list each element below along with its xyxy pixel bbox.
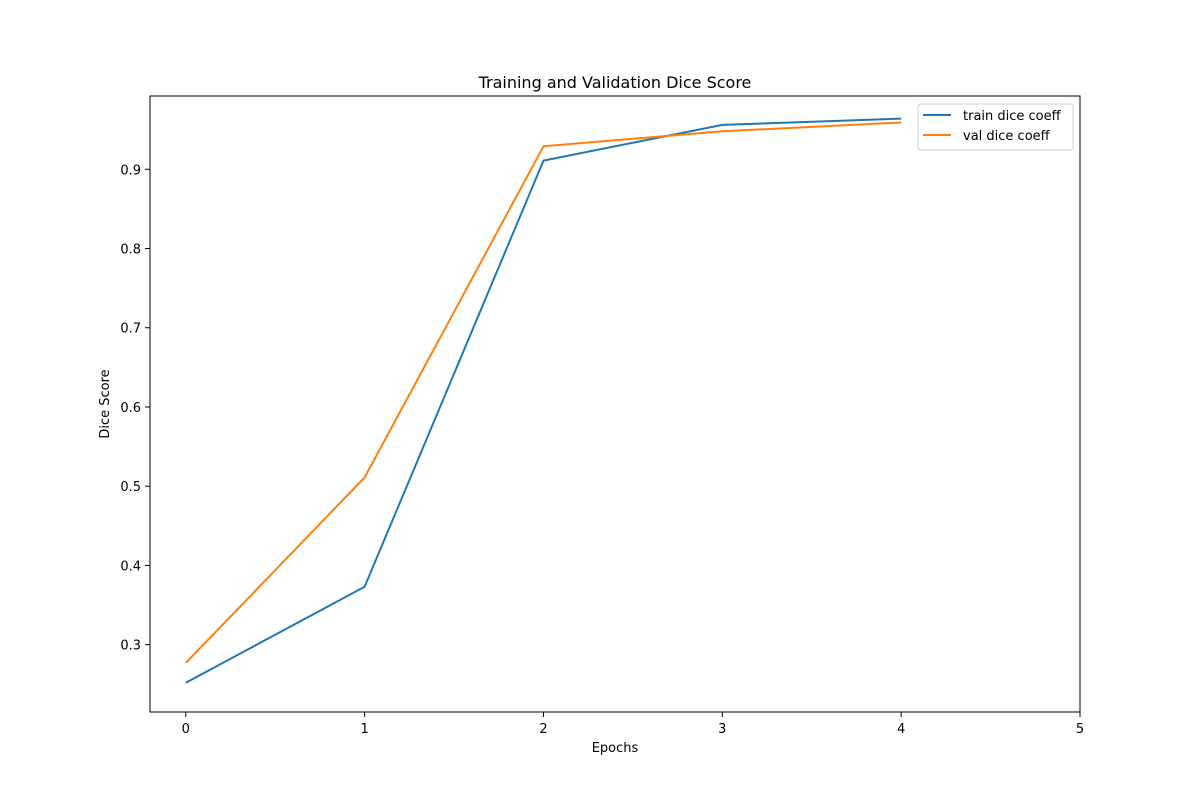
y-axis-label: Dice Score: [98, 369, 113, 438]
legend: train dice coeff val dice coeff: [917, 103, 1074, 151]
plot-area: [150, 96, 1080, 712]
plot-frame: [149, 95, 1081, 713]
x-axis-ticks: 0 1 2 3 4 5: [182, 712, 1084, 737]
y-tick-label: 0.3: [120, 639, 141, 654]
series-lines: [185, 117, 902, 684]
y-tick-label: 0.4: [120, 559, 141, 574]
y-tick-label: 0.6: [120, 401, 141, 416]
legend-label-train-dice-coeff: train dice coeff: [963, 109, 1062, 124]
x-tick-label: 4: [897, 722, 905, 737]
legend-box: [917, 103, 1074, 151]
y-tick-label: 0.9: [120, 163, 141, 178]
x-tick-label: 1: [360, 722, 368, 737]
y-tick-label: 0.5: [120, 480, 141, 495]
series-line-train-dice-coeff: [185, 117, 902, 684]
y-tick-label: 0.7: [120, 322, 141, 337]
series-line-val-dice-coeff: [185, 121, 902, 664]
y-axis-ticks: 0.3 0.4 0.5 0.6 0.7 0.8 0.9: [120, 163, 150, 654]
x-tick-label: 0: [182, 722, 190, 737]
chart-title: Training and Validation Dice Score: [478, 73, 752, 92]
y-tick-label: 0.8: [120, 243, 141, 258]
legend-label-val-dice-coeff: val dice coeff: [963, 129, 1051, 144]
x-axis-label: Epochs: [592, 741, 639, 756]
x-tick-label: 5: [1076, 722, 1084, 737]
x-tick-label: 2: [539, 722, 547, 737]
x-tick-label: 3: [718, 722, 726, 737]
